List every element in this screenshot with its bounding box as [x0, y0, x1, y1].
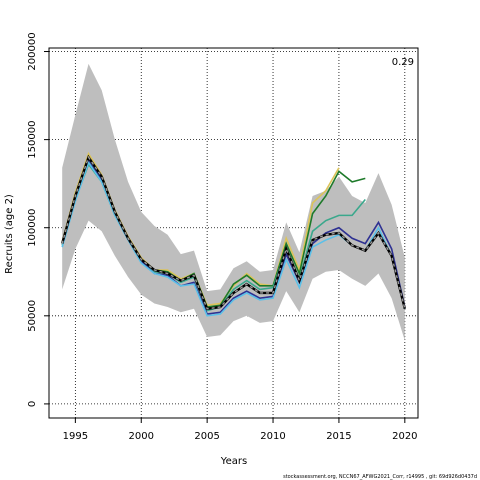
- y-tick-label: 0: [27, 401, 38, 407]
- y-tick-label: 50000: [27, 300, 38, 332]
- x-tick-label: 1995: [63, 431, 88, 442]
- uncertainty-band: [62, 63, 405, 341]
- x-axis-label: Years: [220, 456, 247, 467]
- y-axis-ticks: 0 50000 100000 150000 200000: [27, 32, 49, 407]
- y-tick-label: 200000: [27, 32, 38, 70]
- x-tick-label: 2020: [392, 431, 417, 442]
- x-tick-label: 2015: [326, 431, 351, 442]
- series-line-5-dash: [61, 155, 406, 310]
- x-tick-label: 2005: [194, 431, 219, 442]
- footer-text: stockassessment.org, NCCN67_AFWG2021_Cor…: [283, 474, 477, 480]
- x-tick-label: 2000: [129, 431, 154, 442]
- x-axis-ticks: 1995 2000 2005 2010 2015 2020: [63, 418, 418, 442]
- y-tick-label: 150000: [27, 121, 38, 159]
- y-tick-label: 100000: [27, 209, 38, 247]
- series-lines: [61, 151, 406, 317]
- plot-frame: [48, 47, 419, 419]
- x-tick-label: 2010: [260, 431, 285, 442]
- correlation-annotation: 0.29: [392, 57, 414, 68]
- confidence-band: [62, 63, 405, 341]
- y-axis-label: Recruits (age 2): [4, 194, 15, 274]
